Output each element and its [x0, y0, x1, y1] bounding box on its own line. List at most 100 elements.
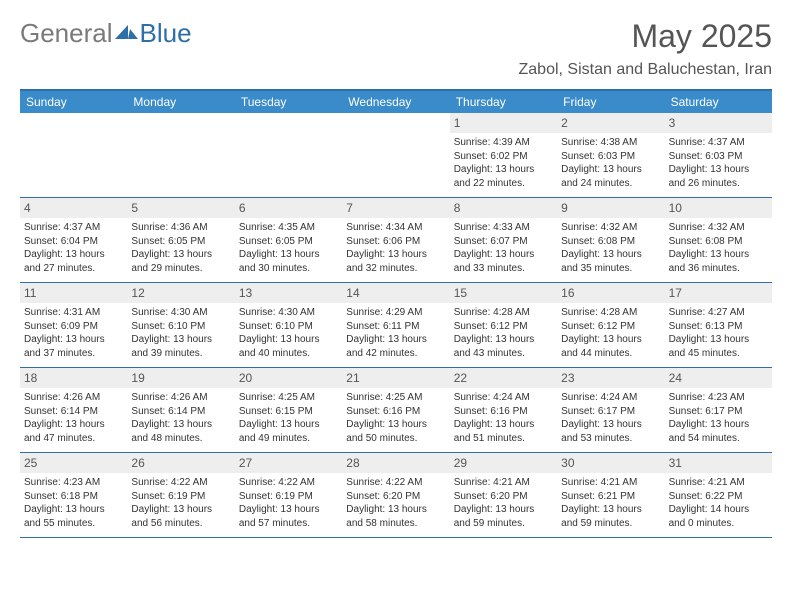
daylight-text: Daylight: 13 hours [239, 418, 338, 432]
sunset-text: Sunset: 6:20 PM [454, 490, 553, 504]
sunrise-text: Sunrise: 4:24 AM [561, 391, 660, 405]
day-cell: 5Sunrise: 4:36 AMSunset: 6:05 PMDaylight… [127, 198, 234, 282]
day-content: Sunrise: 4:32 AMSunset: 6:08 PMDaylight:… [557, 218, 664, 279]
sunset-text: Sunset: 6:05 PM [239, 235, 338, 249]
weekday-header: Thursday [450, 91, 557, 113]
day-cell: 26Sunrise: 4:22 AMSunset: 6:19 PMDayligh… [127, 453, 234, 537]
day-number: 1 [450, 113, 557, 133]
weekday-header: Friday [557, 91, 664, 113]
day-cell: 21Sunrise: 4:25 AMSunset: 6:16 PMDayligh… [342, 368, 449, 452]
day-number: 20 [235, 368, 342, 388]
week-row: 1Sunrise: 4:39 AMSunset: 6:02 PMDaylight… [20, 113, 772, 198]
day-number: 18 [20, 368, 127, 388]
day-cell: 27Sunrise: 4:22 AMSunset: 6:19 PMDayligh… [235, 453, 342, 537]
daylight-text: Daylight: 13 hours [131, 248, 230, 262]
day-cell: 8Sunrise: 4:33 AMSunset: 6:07 PMDaylight… [450, 198, 557, 282]
sunset-text: Sunset: 6:05 PM [131, 235, 230, 249]
sunset-text: Sunset: 6:10 PM [131, 320, 230, 334]
day-content: Sunrise: 4:31 AMSunset: 6:09 PMDaylight:… [20, 303, 127, 364]
day-content: Sunrise: 4:29 AMSunset: 6:11 PMDaylight:… [342, 303, 449, 364]
day-number: 11 [20, 283, 127, 303]
daylight-text: Daylight: 13 hours [131, 503, 230, 517]
daylight-text: Daylight: 13 hours [669, 333, 768, 347]
day-number: 14 [342, 283, 449, 303]
daylight-text: Daylight: 13 hours [561, 248, 660, 262]
logo-triangle-icon [115, 21, 139, 46]
day-content: Sunrise: 4:35 AMSunset: 6:05 PMDaylight:… [235, 218, 342, 279]
day-number: 13 [235, 283, 342, 303]
weekday-header: Sunday [20, 91, 127, 113]
day-cell: 4Sunrise: 4:37 AMSunset: 6:04 PMDaylight… [20, 198, 127, 282]
sunset-text: Sunset: 6:08 PM [561, 235, 660, 249]
daylight-text: Daylight: 14 hours [669, 503, 768, 517]
day-number: 15 [450, 283, 557, 303]
day-cell: 3Sunrise: 4:37 AMSunset: 6:03 PMDaylight… [665, 113, 772, 197]
sunrise-text: Sunrise: 4:30 AM [131, 306, 230, 320]
sunset-text: Sunset: 6:12 PM [561, 320, 660, 334]
daylight-text: and 48 minutes. [131, 432, 230, 446]
sunrise-text: Sunrise: 4:28 AM [454, 306, 553, 320]
sunset-text: Sunset: 6:14 PM [24, 405, 123, 419]
day-cell: 22Sunrise: 4:24 AMSunset: 6:16 PMDayligh… [450, 368, 557, 452]
sunset-text: Sunset: 6:04 PM [24, 235, 123, 249]
sunrise-text: Sunrise: 4:25 AM [239, 391, 338, 405]
daylight-text: Daylight: 13 hours [239, 248, 338, 262]
day-cell: 24Sunrise: 4:23 AMSunset: 6:17 PMDayligh… [665, 368, 772, 452]
day-number: 21 [342, 368, 449, 388]
sunrise-text: Sunrise: 4:37 AM [669, 136, 768, 150]
daylight-text: and 54 minutes. [669, 432, 768, 446]
daylight-text: and 56 minutes. [131, 517, 230, 531]
sunset-text: Sunset: 6:21 PM [561, 490, 660, 504]
sunset-text: Sunset: 6:03 PM [669, 150, 768, 164]
day-content: Sunrise: 4:28 AMSunset: 6:12 PMDaylight:… [557, 303, 664, 364]
day-number: 29 [450, 453, 557, 473]
sunrise-text: Sunrise: 4:32 AM [561, 221, 660, 235]
week-row: 25Sunrise: 4:23 AMSunset: 6:18 PMDayligh… [20, 453, 772, 538]
daylight-text: and 0 minutes. [669, 517, 768, 531]
day-cell: 15Sunrise: 4:28 AMSunset: 6:12 PMDayligh… [450, 283, 557, 367]
day-content: Sunrise: 4:39 AMSunset: 6:02 PMDaylight:… [450, 133, 557, 194]
sunrise-text: Sunrise: 4:32 AM [669, 221, 768, 235]
day-content: Sunrise: 4:38 AMSunset: 6:03 PMDaylight:… [557, 133, 664, 194]
day-content: Sunrise: 4:25 AMSunset: 6:16 PMDaylight:… [342, 388, 449, 449]
sunrise-text: Sunrise: 4:22 AM [346, 476, 445, 490]
day-number: 25 [20, 453, 127, 473]
daylight-text: and 49 minutes. [239, 432, 338, 446]
sunset-text: Sunset: 6:03 PM [561, 150, 660, 164]
day-cell: 30Sunrise: 4:21 AMSunset: 6:21 PMDayligh… [557, 453, 664, 537]
day-content: Sunrise: 4:22 AMSunset: 6:20 PMDaylight:… [342, 473, 449, 534]
day-content: Sunrise: 4:36 AMSunset: 6:05 PMDaylight:… [127, 218, 234, 279]
day-number: 30 [557, 453, 664, 473]
sunrise-text: Sunrise: 4:37 AM [24, 221, 123, 235]
logo-text-blue: Blue [140, 18, 192, 49]
page-title: May 2025 [519, 18, 773, 55]
day-number: 28 [342, 453, 449, 473]
daylight-text: and 50 minutes. [346, 432, 445, 446]
sunset-text: Sunset: 6:20 PM [346, 490, 445, 504]
sunrise-text: Sunrise: 4:30 AM [239, 306, 338, 320]
sunrise-text: Sunrise: 4:35 AM [239, 221, 338, 235]
logo-text-general: General [20, 18, 113, 49]
sunrise-text: Sunrise: 4:34 AM [346, 221, 445, 235]
sunset-text: Sunset: 6:12 PM [454, 320, 553, 334]
day-cell: 1Sunrise: 4:39 AMSunset: 6:02 PMDaylight… [450, 113, 557, 197]
daylight-text: and 53 minutes. [561, 432, 660, 446]
daylight-text: and 58 minutes. [346, 517, 445, 531]
sunset-text: Sunset: 6:16 PM [346, 405, 445, 419]
daylight-text: and 33 minutes. [454, 262, 553, 276]
sunrise-text: Sunrise: 4:21 AM [454, 476, 553, 490]
day-number: 12 [127, 283, 234, 303]
day-number: 4 [20, 198, 127, 218]
logo: General Blue [20, 18, 192, 49]
sunrise-text: Sunrise: 4:28 AM [561, 306, 660, 320]
sunset-text: Sunset: 6:16 PM [454, 405, 553, 419]
daylight-text: and 45 minutes. [669, 347, 768, 361]
daylight-text: and 40 minutes. [239, 347, 338, 361]
day-content: Sunrise: 4:22 AMSunset: 6:19 PMDaylight:… [235, 473, 342, 534]
sunset-text: Sunset: 6:18 PM [24, 490, 123, 504]
sunset-text: Sunset: 6:07 PM [454, 235, 553, 249]
day-cell [20, 113, 127, 197]
day-cell: 2Sunrise: 4:38 AMSunset: 6:03 PMDaylight… [557, 113, 664, 197]
day-cell [127, 113, 234, 197]
day-content: Sunrise: 4:30 AMSunset: 6:10 PMDaylight:… [127, 303, 234, 364]
